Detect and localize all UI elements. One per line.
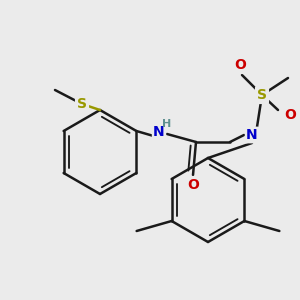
Text: H: H <box>162 119 172 129</box>
Text: O: O <box>284 108 296 122</box>
Text: S: S <box>77 97 87 111</box>
Text: N: N <box>246 128 258 142</box>
Text: O: O <box>187 178 199 192</box>
Text: N: N <box>153 125 165 139</box>
Text: S: S <box>257 88 267 102</box>
Text: O: O <box>234 58 246 72</box>
